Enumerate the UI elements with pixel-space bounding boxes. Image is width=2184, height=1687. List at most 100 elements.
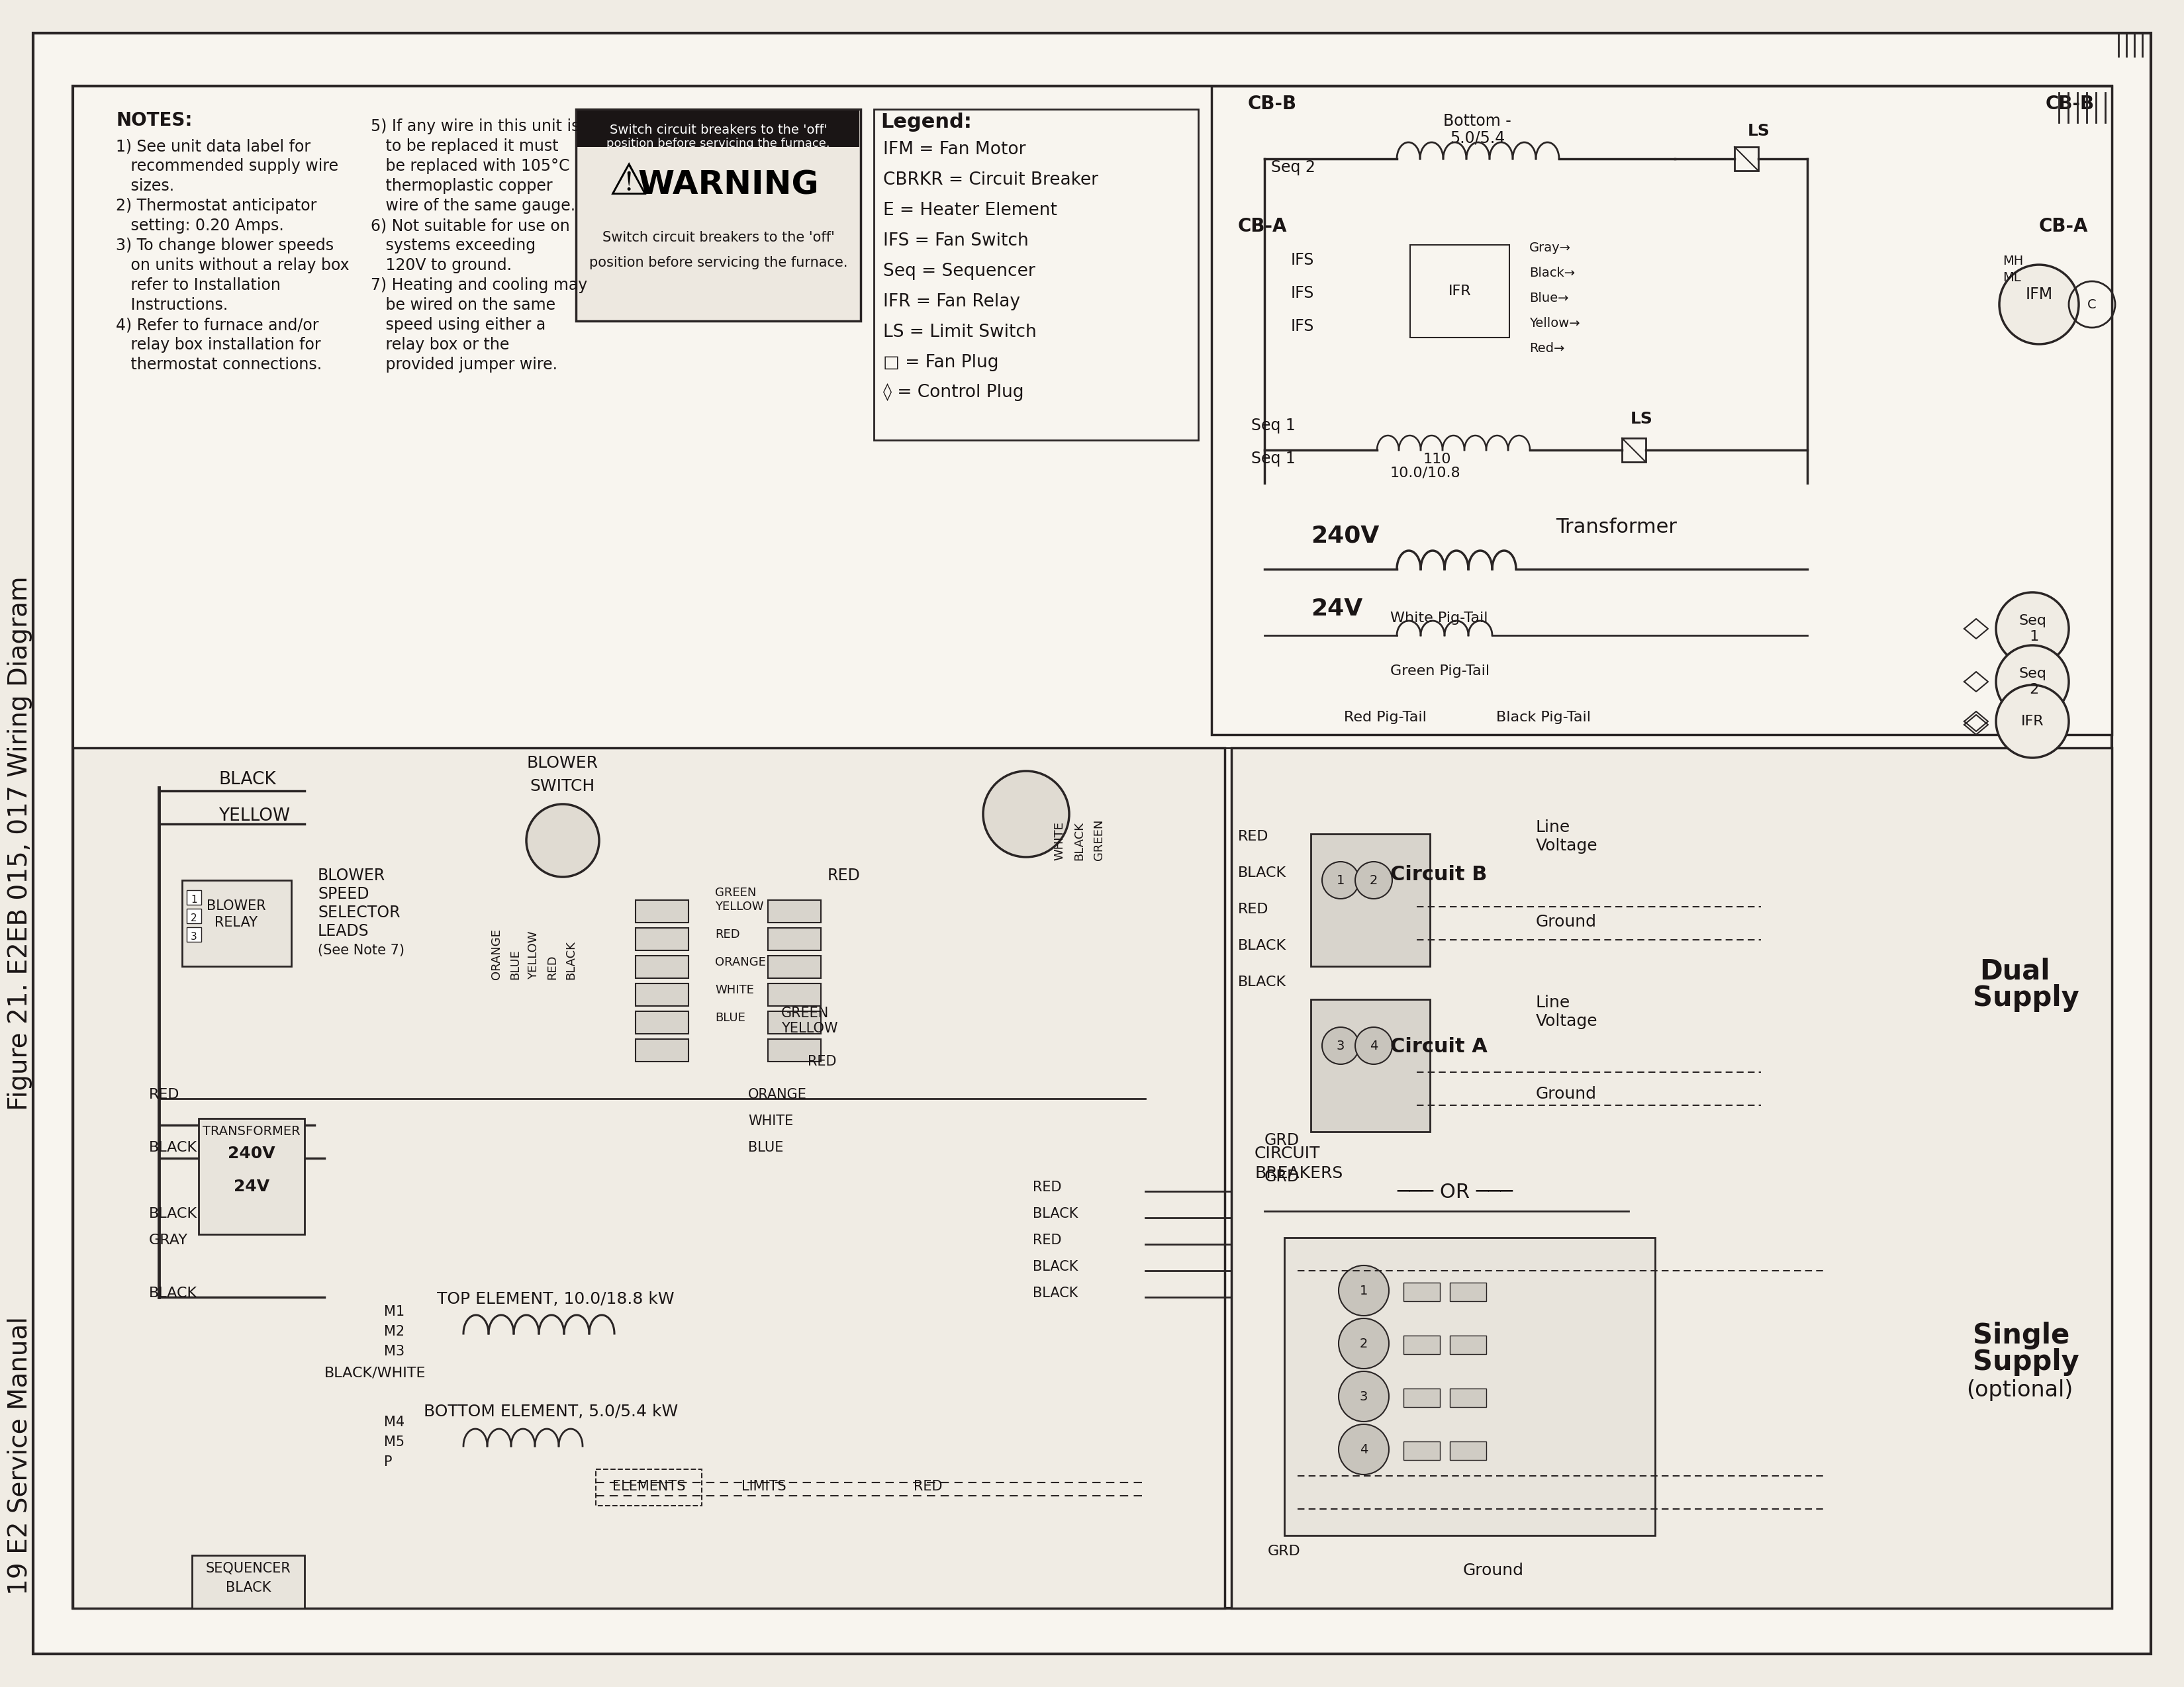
Text: BOTTOM ELEMENT, 5.0/5.4 kW: BOTTOM ELEMENT, 5.0/5.4 kW bbox=[424, 1404, 677, 1420]
Bar bbox=[192, 1555, 304, 1608]
Text: 4) Refer to furnace and/or: 4) Refer to furnace and/or bbox=[116, 317, 319, 332]
Text: White Pig-Tail: White Pig-Tail bbox=[1391, 611, 1487, 624]
Text: Circuit B: Circuit B bbox=[1391, 865, 1487, 884]
Text: BLACK: BLACK bbox=[149, 1287, 197, 1299]
Text: Circuit A: Circuit A bbox=[1391, 1038, 1487, 1056]
Text: BREAKERS: BREAKERS bbox=[1254, 1166, 1343, 1181]
Text: to be replaced it must: to be replaced it must bbox=[371, 138, 559, 154]
Text: Legend:: Legend: bbox=[880, 113, 972, 132]
Text: refer to Installation: refer to Installation bbox=[116, 277, 280, 294]
Text: relay box or the: relay box or the bbox=[371, 337, 509, 353]
Text: Bottom -: Bottom - bbox=[1444, 113, 1511, 130]
Text: IFR: IFR bbox=[2020, 715, 2044, 729]
Text: NOTES:: NOTES: bbox=[116, 111, 192, 130]
Circle shape bbox=[1339, 1424, 1389, 1474]
Bar bbox=[769, 1011, 821, 1034]
Text: GRAY: GRAY bbox=[149, 1233, 188, 1247]
Text: Blue→: Blue→ bbox=[1529, 292, 1568, 304]
Text: WHITE: WHITE bbox=[1053, 822, 1066, 860]
Text: 2: 2 bbox=[1369, 874, 1378, 887]
Bar bbox=[1450, 1336, 1487, 1355]
Bar bbox=[577, 111, 858, 147]
Text: RED: RED bbox=[546, 955, 559, 980]
Text: LEADS: LEADS bbox=[317, 923, 369, 940]
Text: on units without a relay box: on units without a relay box bbox=[116, 258, 349, 273]
Text: BLACK: BLACK bbox=[1072, 822, 1085, 860]
Text: BLACK: BLACK bbox=[1033, 1260, 1079, 1274]
Bar bbox=[1623, 439, 1647, 462]
Text: Black Pig-Tail: Black Pig-Tail bbox=[1496, 710, 1590, 724]
Circle shape bbox=[1321, 1027, 1358, 1064]
Text: provided jumper wire.: provided jumper wire. bbox=[371, 356, 557, 373]
Text: RED: RED bbox=[808, 1054, 836, 1068]
Text: Single: Single bbox=[1972, 1321, 2070, 1350]
Bar bbox=[72, 747, 1225, 1608]
Text: WARNING: WARNING bbox=[638, 169, 819, 201]
Text: Red→: Red→ bbox=[1529, 342, 1564, 354]
Text: YELLOW: YELLOW bbox=[218, 808, 290, 825]
Bar bbox=[636, 1039, 688, 1061]
Text: 2: 2 bbox=[190, 913, 197, 923]
Text: Transformer: Transformer bbox=[1555, 518, 1677, 536]
Text: CBRKR = Circuit Breaker: CBRKR = Circuit Breaker bbox=[882, 172, 1099, 189]
Text: 3: 3 bbox=[1337, 1039, 1345, 1053]
Text: GRD: GRD bbox=[1265, 1169, 1299, 1184]
Text: GRD: GRD bbox=[1267, 1545, 1302, 1557]
Text: ─── OR ───: ─── OR ─── bbox=[1398, 1183, 1514, 1201]
Text: BLACK: BLACK bbox=[1238, 940, 1286, 953]
Bar bbox=[636, 1011, 688, 1034]
Text: BLACK: BLACK bbox=[149, 1140, 197, 1154]
Text: BLACK: BLACK bbox=[1238, 867, 1286, 879]
Text: IFS: IFS bbox=[1291, 319, 1315, 334]
Text: relay box installation for: relay box installation for bbox=[116, 337, 321, 353]
Text: GREEN
YELLOW: GREEN YELLOW bbox=[782, 1007, 839, 1036]
Text: 24V: 24V bbox=[234, 1179, 269, 1194]
Text: Line
Voltage: Line Voltage bbox=[1535, 995, 1599, 1029]
Text: 7) Heating and cooling may: 7) Heating and cooling may bbox=[371, 277, 587, 294]
Text: 10.0/10.8: 10.0/10.8 bbox=[1391, 466, 1461, 479]
Bar bbox=[596, 1469, 701, 1506]
Text: BLOWER: BLOWER bbox=[207, 899, 266, 913]
Text: IFS = Fan Switch: IFS = Fan Switch bbox=[882, 233, 1029, 250]
Text: SEQUENCER: SEQUENCER bbox=[205, 1560, 290, 1574]
Text: speed using either a: speed using either a bbox=[371, 317, 546, 332]
Text: position before servicing the furnace.: position before servicing the furnace. bbox=[607, 138, 830, 150]
Text: BLOWER: BLOWER bbox=[317, 867, 384, 884]
Bar bbox=[199, 1118, 304, 1235]
Text: 4: 4 bbox=[1361, 1442, 1367, 1456]
Text: LIMITS: LIMITS bbox=[740, 1479, 786, 1493]
Text: WHITE: WHITE bbox=[749, 1115, 793, 1127]
Text: P: P bbox=[384, 1456, 393, 1469]
Text: ELEMENTS: ELEMENTS bbox=[612, 1479, 686, 1493]
Bar bbox=[1411, 245, 1509, 337]
Text: SPEED: SPEED bbox=[317, 886, 369, 903]
Bar bbox=[181, 881, 290, 967]
Text: RED: RED bbox=[714, 928, 740, 940]
Text: BLUE: BLUE bbox=[714, 1012, 745, 1024]
Text: □ = Fan Plug: □ = Fan Plug bbox=[882, 354, 998, 371]
Bar bbox=[1284, 1238, 1655, 1535]
Text: 24V: 24V bbox=[1310, 597, 1363, 621]
Text: (See Note 7): (See Note 7) bbox=[317, 943, 404, 957]
Text: 3: 3 bbox=[1361, 1390, 1367, 1404]
Bar bbox=[636, 928, 688, 950]
Bar bbox=[769, 955, 821, 978]
Text: Switch circuit breakers to the 'off': Switch circuit breakers to the 'off' bbox=[603, 231, 834, 245]
Text: RED: RED bbox=[828, 867, 860, 884]
Text: ORANGE: ORANGE bbox=[491, 928, 502, 980]
Circle shape bbox=[1996, 685, 2068, 757]
Text: thermostat connections.: thermostat connections. bbox=[116, 356, 321, 373]
Text: ◊ = Control Plug: ◊ = Control Plug bbox=[882, 385, 1024, 402]
Text: RED: RED bbox=[913, 1479, 941, 1493]
Bar bbox=[186, 891, 201, 904]
Text: setting: 0.20 Amps.: setting: 0.20 Amps. bbox=[116, 218, 284, 233]
Text: IFR = Fan Relay: IFR = Fan Relay bbox=[882, 294, 1020, 310]
Text: RED: RED bbox=[1238, 830, 1269, 844]
Bar bbox=[769, 928, 821, 950]
Bar bbox=[1450, 1388, 1487, 1407]
Text: MH: MH bbox=[2003, 255, 2022, 267]
Text: Green Pig-Tail: Green Pig-Tail bbox=[1391, 665, 1489, 678]
Text: Yellow→: Yellow→ bbox=[1529, 317, 1579, 329]
Text: Dual: Dual bbox=[1979, 958, 2051, 985]
Text: CB-B: CB-B bbox=[2046, 94, 2094, 113]
